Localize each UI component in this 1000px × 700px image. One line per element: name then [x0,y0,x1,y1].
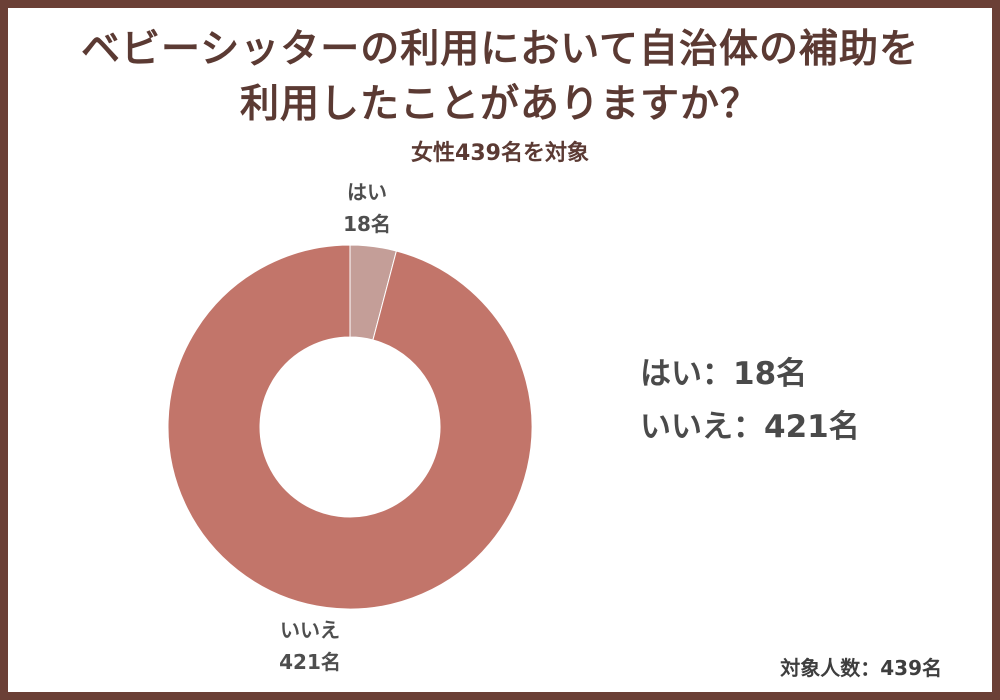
legend-entry-no: いいえ：421名 [640,409,860,445]
slice-label-yes-value: 18名 [343,212,391,236]
slice-label-yes: はい 18名 [327,176,407,240]
legend-entry-yes: はい：18名 [640,356,808,392]
summary-legend: はい：18名 いいえ：421名 [640,348,860,454]
donut-chart [167,244,533,610]
slice-label-no-name: いいえ [280,618,340,642]
chart-title-line-2: 利用したことがありますか？ [239,82,760,127]
respondent-count: 対象人数：439名 [780,656,942,680]
chart-subtitle: 女性439名を対象 [411,141,589,166]
chart-title-line-1: ベビーシッターの利用において自治体の補助を [80,27,920,72]
donut-slice-no [167,244,533,610]
slice-label-no-value: 421名 [279,650,341,674]
slice-label-yes-name: はい [347,180,387,204]
slice-label-no: いいえ 421名 [260,614,360,678]
